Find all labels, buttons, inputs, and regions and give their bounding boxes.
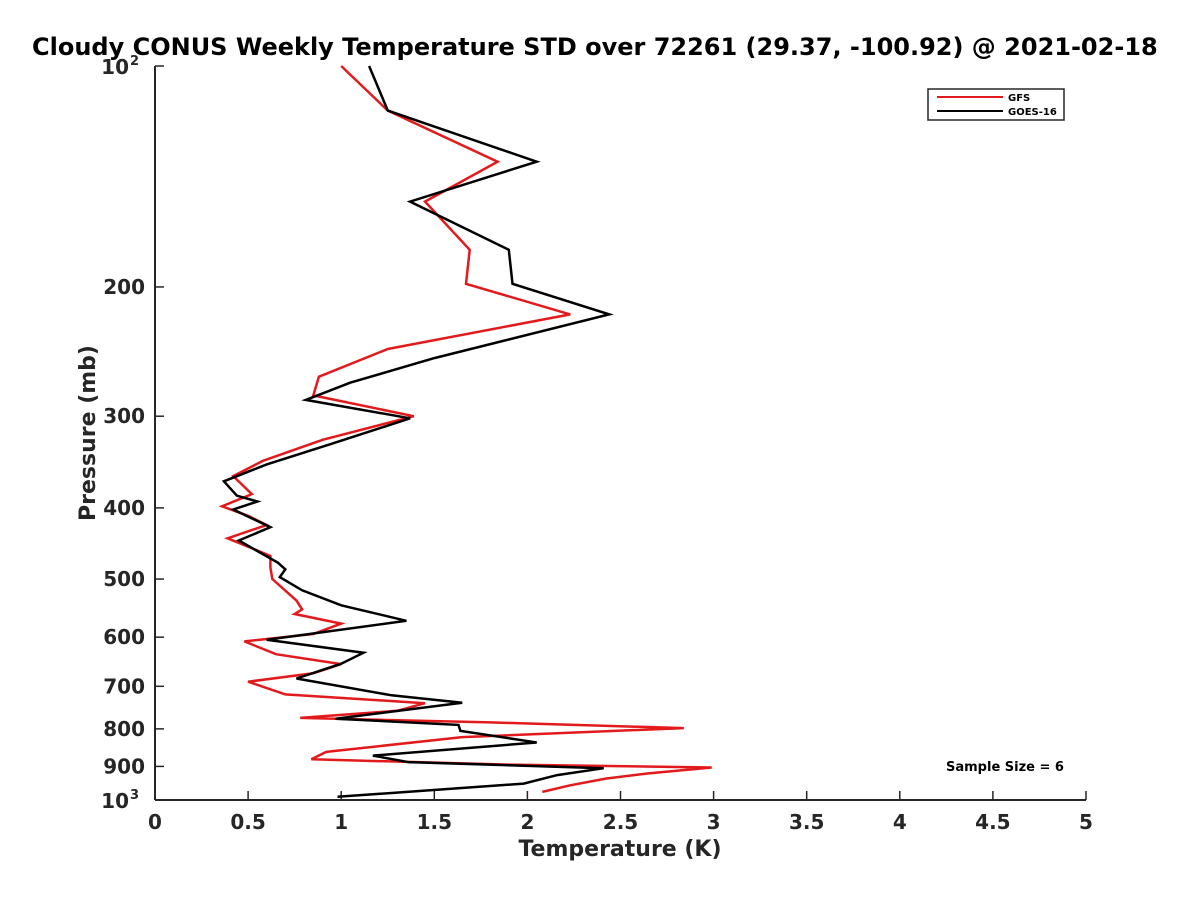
y-tick-label: 400 xyxy=(103,496,145,520)
x-tick-label: 0 xyxy=(148,810,162,834)
x-tick-label: 3.5 xyxy=(789,810,824,834)
y-tick-label: 200 xyxy=(103,275,145,299)
series-line-gfs xyxy=(218,65,712,794)
y-tick-label: 10 xyxy=(101,55,129,79)
y-tick-label: 800 xyxy=(103,717,145,741)
x-tick-label: 3 xyxy=(707,810,721,834)
axes xyxy=(154,66,1086,801)
legend-label-gfs: GFS xyxy=(1008,93,1030,104)
y-tick-exponent: 2 xyxy=(130,54,139,69)
x-tick-label: 5 xyxy=(1079,810,1093,834)
legend: GFS GOES-16 xyxy=(927,88,1065,121)
x-axis-label: Temperature (K) xyxy=(518,837,721,862)
x-tick-label: 2 xyxy=(520,810,534,834)
chart-title: Cloudy CONUS Weekly Temperature STD over… xyxy=(32,33,1158,61)
y-tick-exponent: 3 xyxy=(130,788,139,803)
y-tick-label: 900 xyxy=(103,754,145,778)
x-tick-label: 1 xyxy=(334,810,348,834)
y-tick-label: 300 xyxy=(103,404,145,428)
y-tick-label: 600 xyxy=(103,625,145,649)
y-tick-label: 10 xyxy=(101,789,129,813)
x-tick-label: 0.5 xyxy=(230,810,265,834)
y-tick-label: 500 xyxy=(103,567,145,591)
legend-box xyxy=(927,88,1065,121)
legend-label-goes-16: GOES-16 xyxy=(1008,107,1057,118)
series-group xyxy=(218,65,712,799)
x-tick-label: 4.5 xyxy=(975,810,1010,834)
x-tick-label: 1.5 xyxy=(417,810,452,834)
x-ticks: 0 0.5 1 1.5 2 2.5 3 3.5 4 4.5 5 xyxy=(148,791,1093,834)
y-axis-label: Pressure (mb) xyxy=(76,345,101,521)
y-tick-label: 700 xyxy=(103,674,145,698)
x-tick-label: 4 xyxy=(893,810,907,834)
series-line-goes-16 xyxy=(221,65,614,799)
x-tick-label: 2.5 xyxy=(603,810,638,834)
sample-size-annotation: Sample Size = 6 xyxy=(946,760,1064,775)
